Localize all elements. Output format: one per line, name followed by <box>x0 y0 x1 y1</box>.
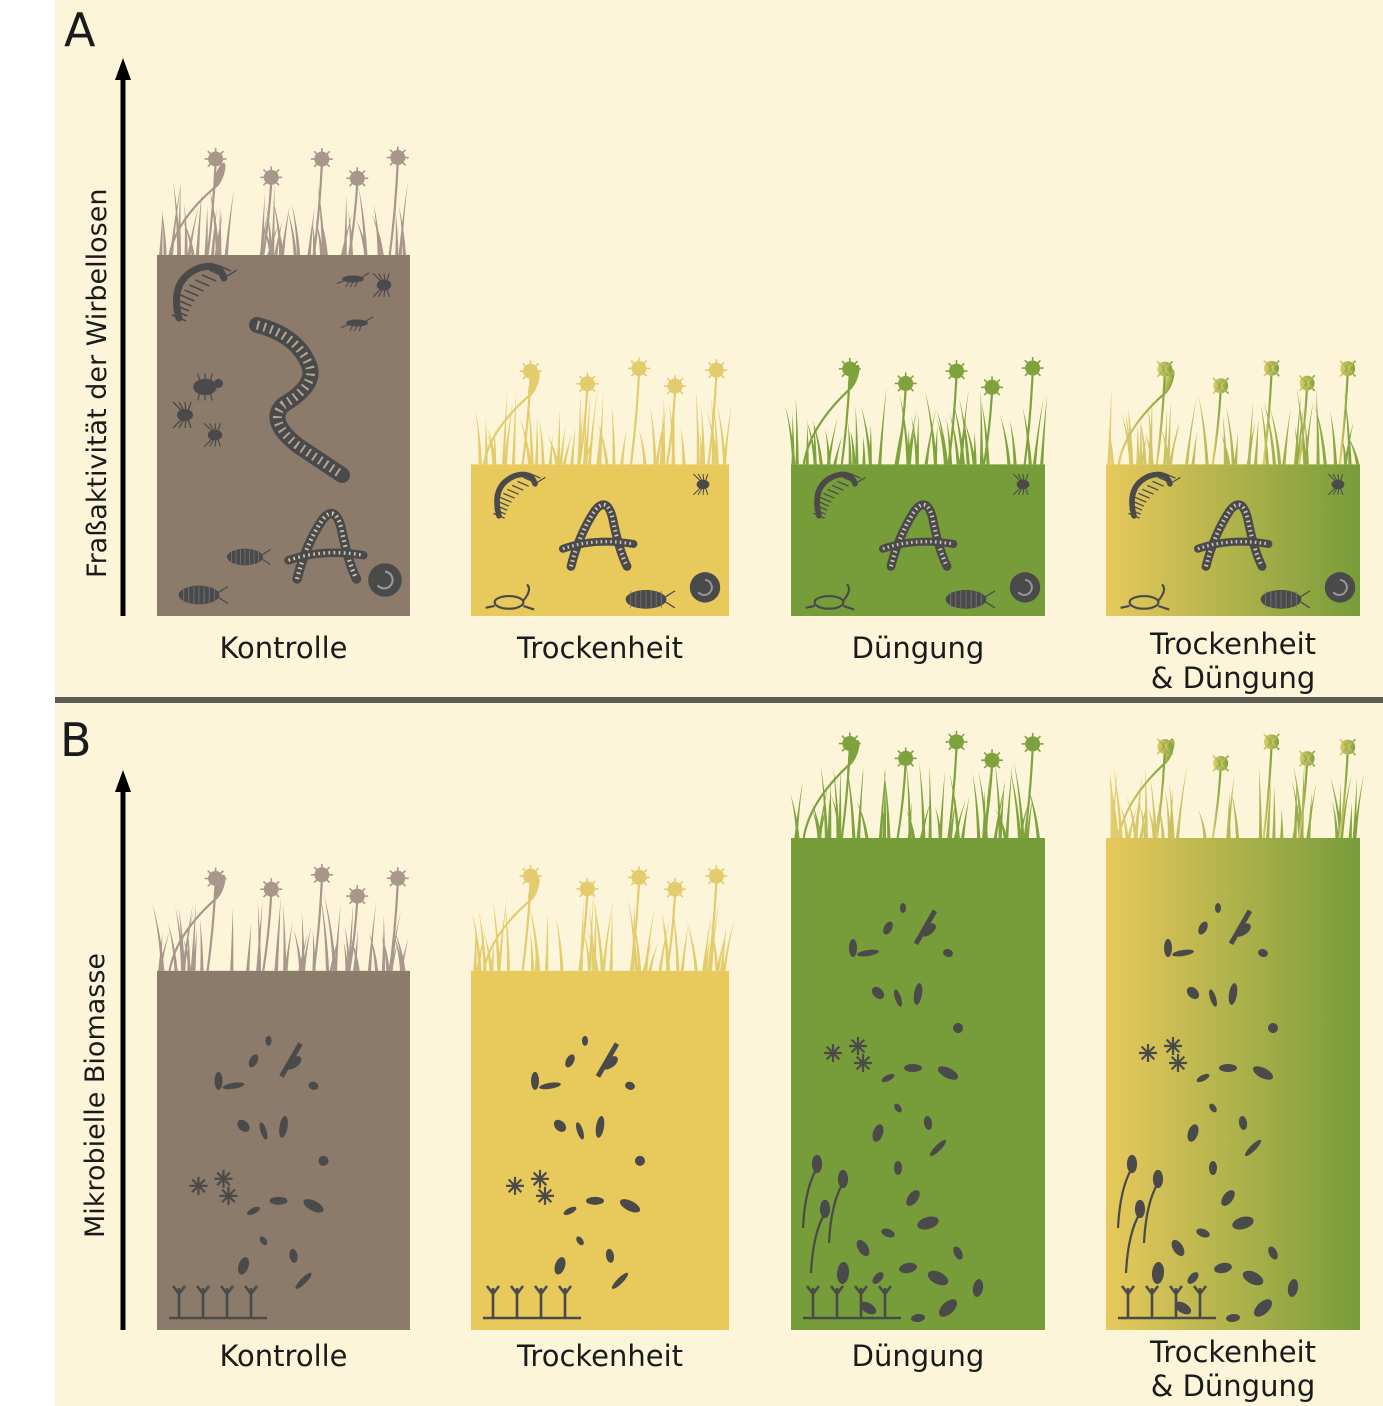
panel-b: B Mikrobielle Biomasse Kontrolle Trockenh… <box>60 713 1365 1403</box>
springtail-icon <box>336 272 370 288</box>
centipede-icon <box>813 471 866 519</box>
fungal-spores-icon <box>506 1169 554 1205</box>
arrow-up-icon <box>115 58 131 80</box>
fungal-hyphae-icon <box>483 1285 581 1320</box>
mite-icon <box>172 401 193 429</box>
springtail-icon <box>340 316 374 332</box>
earthworm-icon <box>249 317 350 483</box>
treatment-label: Trockenheit <box>1149 627 1316 661</box>
grass-icon <box>1108 730 1365 839</box>
mite-icon <box>693 473 710 496</box>
treatment-column <box>471 865 735 1330</box>
fungal-spores-icon <box>824 1037 872 1072</box>
centipede-icon <box>171 262 238 322</box>
mite-icon <box>1328 473 1345 496</box>
snail-icon <box>368 563 402 597</box>
arrow-up-icon <box>115 770 131 792</box>
treatment-label: Düngung <box>852 1339 985 1373</box>
soil-block <box>791 838 1045 1330</box>
snail-icon <box>689 572 721 603</box>
grass-icon <box>790 730 1044 839</box>
woodlouse-icon <box>945 590 996 609</box>
mite-icon <box>372 272 392 298</box>
woodlouse-icon <box>625 590 676 609</box>
fungal-spores-icon <box>1139 1037 1187 1072</box>
treatment-label: Trockenheit <box>516 1339 683 1373</box>
grass-icon <box>472 865 735 972</box>
panel-b-y-axis-label: Mikrobielle Biomasse <box>80 953 111 1238</box>
panel-divider <box>55 697 1383 703</box>
treatment-label-line2: & Düngung <box>1151 1369 1316 1403</box>
woodlouse-icon <box>1260 590 1311 609</box>
bacteria-icon <box>849 903 964 1157</box>
pseudoscorpion-icon <box>1120 583 1170 611</box>
treatment-column <box>471 357 732 616</box>
grass-icon <box>785 357 1048 465</box>
treatment-label: Düngung <box>852 631 985 665</box>
bacteria-icon <box>836 1161 984 1323</box>
treatment-column <box>790 730 1045 1330</box>
fungal-hyphae-icon <box>801 1154 849 1274</box>
panel-b-letter: B <box>60 713 92 767</box>
bacteria-icon <box>214 1035 329 1289</box>
grass-icon <box>152 863 409 972</box>
grass-icon <box>1107 357 1360 465</box>
treatment-column <box>1106 357 1360 616</box>
grass-icon <box>159 146 409 256</box>
earthworm-icon <box>558 500 638 571</box>
bacteria-icon <box>1151 1161 1299 1323</box>
earthworm-icon <box>1193 500 1273 571</box>
treatment-column <box>785 357 1048 616</box>
treatment-column <box>152 863 410 1330</box>
treatment-label: Trockenheit <box>1149 1335 1316 1369</box>
treatment-label: Trockenheit <box>516 631 683 665</box>
woodlouse-icon <box>178 585 229 605</box>
centipede-icon <box>493 471 546 519</box>
treatment-label: Kontrolle <box>219 1339 347 1373</box>
earthworm-icon <box>284 508 368 584</box>
treatment-label-line2: & Düngung <box>1151 661 1316 695</box>
bacteria-icon <box>531 1035 645 1289</box>
panel-a-letter: A <box>64 3 96 57</box>
woodlouse-icon <box>227 548 271 566</box>
treatment-label: Kontrolle <box>219 631 347 665</box>
panel-a-y-axis <box>115 58 131 616</box>
snail-icon <box>1009 572 1041 603</box>
pseudoscorpion-icon <box>485 583 535 611</box>
panel-a-y-axis-label: Fraßaktivität der Wirbellosen <box>82 189 113 578</box>
fungal-spores-icon <box>189 1169 238 1205</box>
pseudoscorpion-icon <box>805 583 855 611</box>
fungal-hyphae-icon <box>1116 1154 1164 1274</box>
soil-block <box>157 970 410 1330</box>
earthworm-icon <box>878 500 958 571</box>
mite-icon <box>1013 473 1030 496</box>
grass-icon <box>475 357 732 465</box>
snail-icon <box>1324 572 1356 603</box>
beetle-icon <box>193 373 223 401</box>
bacteria-icon <box>1164 903 1278 1157</box>
soil-block <box>471 970 729 1330</box>
treatment-column <box>157 146 410 616</box>
soil-block <box>1106 838 1360 1330</box>
fungal-hyphae-icon <box>169 1285 267 1320</box>
panel-b-y-axis <box>115 770 131 1330</box>
mite-icon <box>203 422 223 448</box>
panel-a: A Fraßaktivität der Wirbellosen Kontroll… <box>64 3 1360 695</box>
treatment-column <box>1106 730 1365 1330</box>
centipede-icon <box>1128 471 1181 519</box>
